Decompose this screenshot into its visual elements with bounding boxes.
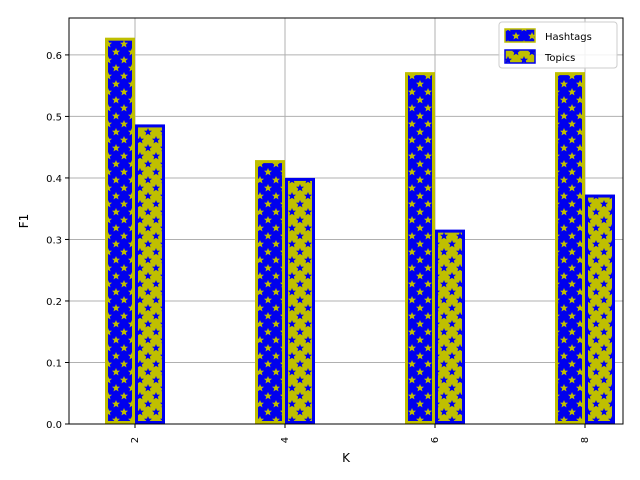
- x-axis-label: K: [342, 451, 351, 465]
- axis-ticks: 0.0 0.1 0.2 0.3 0.4 0.5 0.6 2 4 6 8: [46, 51, 591, 443]
- bar-topics-k8: [585, 194, 615, 424]
- x-tick-label: 8: [580, 437, 591, 443]
- plot-frame: [68, 17, 624, 425]
- y-axis-label: F1: [17, 214, 31, 229]
- bar-topics-k4: [285, 177, 315, 424]
- bar-topics-k6: [435, 229, 465, 424]
- x-tick-label: 2: [130, 437, 141, 443]
- bar-hashtags-k8: [555, 72, 585, 424]
- legend: Hashtags Topics: [498, 21, 618, 69]
- bar-hashtags-k6: [405, 72, 435, 424]
- legend-label-hashtags: Hashtags: [545, 32, 592, 43]
- legend-swatch-hashtags: [504, 28, 536, 43]
- y-tick-label: 0.4: [46, 174, 62, 185]
- y-tick-label: 0.2: [46, 297, 62, 308]
- legend-swatch-topics: [504, 49, 536, 64]
- x-tick-label: 4: [280, 437, 291, 443]
- y-tick-label: 0.3: [46, 235, 62, 246]
- bar-topics-k2: [135, 124, 165, 425]
- y-tick-label: 0.5: [46, 112, 62, 123]
- bars: [105, 37, 615, 425]
- bar-hashtags-k4: [255, 160, 285, 424]
- y-tick-label: 0.6: [46, 51, 62, 62]
- bar-hashtags-k2: [105, 37, 135, 425]
- x-tick-label: 6: [430, 437, 441, 443]
- y-tick-label: 0.1: [46, 358, 62, 369]
- y-tick-label: 0.0: [46, 420, 62, 431]
- legend-label-topics: Topics: [544, 53, 575, 64]
